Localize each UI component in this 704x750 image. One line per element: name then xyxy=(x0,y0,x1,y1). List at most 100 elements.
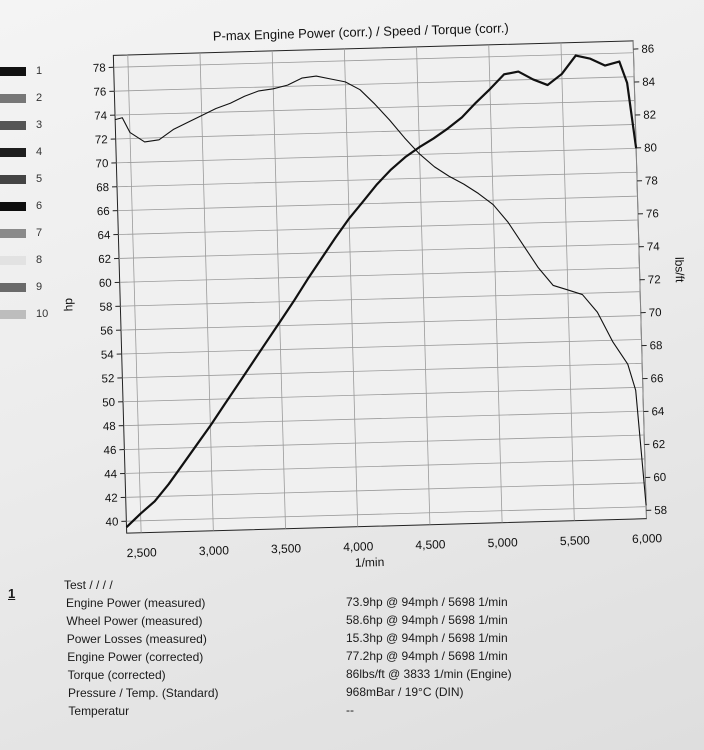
torque-series-line xyxy=(114,75,647,506)
y-tick-label-left: 72 xyxy=(95,134,108,146)
legend-swatch xyxy=(0,255,26,265)
y-gridline xyxy=(113,52,634,68)
result-value: 58.6hp @ 94mph / 5698 1/min xyxy=(346,613,508,627)
y-gridline xyxy=(114,76,635,92)
y-gridline xyxy=(122,362,643,379)
legend-item: 10 xyxy=(0,308,48,320)
y-gridline xyxy=(121,315,641,331)
y-tick-label-right: 62 xyxy=(652,439,665,451)
y-tick-label-right: 60 xyxy=(653,472,666,484)
y-gridline xyxy=(119,243,639,259)
results-table: 1 Test / / / / Engine Power (measured) 73… xyxy=(0,572,704,750)
legend-swatch xyxy=(0,93,26,103)
x-axis-label: 1/min xyxy=(355,555,385,570)
y-gridline xyxy=(120,291,641,307)
legend-item: 3 xyxy=(0,119,42,131)
x-gridline xyxy=(488,44,503,523)
y-axis-label-left: hp xyxy=(61,298,75,312)
y-tick-label-right: 68 xyxy=(650,340,663,352)
y-tick-label-left: 42 xyxy=(105,493,118,505)
result-label: Wheel Power (measured) xyxy=(66,614,203,628)
y-gridline xyxy=(117,195,638,212)
x-tick-label: 2,500 xyxy=(126,545,157,560)
legend-number: 9 xyxy=(36,281,43,293)
y-gridline xyxy=(116,147,637,164)
y-tick-label-right: 78 xyxy=(645,175,658,187)
legend-number: 7 xyxy=(36,227,43,239)
legend-swatch xyxy=(0,174,26,184)
y-gridline xyxy=(118,219,639,235)
axis-ticks: 2,500 3,000 3,500 4,000 4,500 5,000 5,500 6,000… xyxy=(93,43,667,560)
x-gridline xyxy=(416,46,431,525)
y-tick-label-left: 78 xyxy=(93,63,106,75)
chart: P-max Engine Power (corr.) / Speed / Tor… xyxy=(61,20,687,570)
x-gridline xyxy=(199,52,214,531)
y-tick-label-left: 56 xyxy=(100,325,113,337)
y-tick-label-right: 82 xyxy=(643,109,656,121)
y-tick-label-right: 86 xyxy=(641,43,654,55)
legend-number: 2 xyxy=(36,92,43,104)
x-gridline xyxy=(271,50,286,529)
legend-number: 1 xyxy=(36,65,43,77)
y-tick-label-right: 72 xyxy=(648,274,661,286)
x-gridline xyxy=(343,48,359,527)
y-tick-label-left: 64 xyxy=(97,230,111,242)
x-tick-label: 3,500 xyxy=(271,541,302,556)
y-tick-label-right: 80 xyxy=(644,142,657,154)
legend-swatch xyxy=(0,282,26,292)
y-axis-label-right: lbs/ft xyxy=(672,257,687,283)
y-tick-label-left: 48 xyxy=(103,421,116,433)
y-tick-label-left: 40 xyxy=(105,516,118,528)
series-group xyxy=(114,54,647,528)
result-label: Power Losses (measured) xyxy=(66,632,207,646)
x-tick-label: 6,000 xyxy=(632,531,663,546)
legend-item: 4 xyxy=(0,146,42,158)
legend-item: 6 xyxy=(0,200,42,212)
result-label: Temperatur xyxy=(68,704,130,718)
y-tick-label-right: 74 xyxy=(647,241,661,253)
legend-number: 3 xyxy=(36,119,43,131)
legend-swatch xyxy=(0,309,26,319)
y-tick-label-left: 62 xyxy=(98,254,111,266)
y-gridline xyxy=(125,458,645,474)
plot-area xyxy=(112,40,648,534)
result-label: Engine Power (corrected) xyxy=(67,650,204,664)
y-tick-label-left: 54 xyxy=(101,349,115,361)
y-gridline xyxy=(124,434,645,450)
y-tick-label-right: 58 xyxy=(654,505,667,517)
legend-swatch xyxy=(0,228,26,238)
result-value: 15.3hp @ 94mph / 5698 1/min xyxy=(346,631,508,645)
y-tick-label-left: 60 xyxy=(99,278,112,290)
power-series-line xyxy=(125,54,638,528)
legend-swatch xyxy=(0,147,26,157)
legend-number: 4 xyxy=(36,146,43,158)
x-tick-label: 4,000 xyxy=(343,539,374,554)
y-tick-label-left: 70 xyxy=(95,158,108,170)
legend-item: 9 xyxy=(0,281,42,293)
legend-item: 1 xyxy=(0,65,42,77)
test-label: Test / / / / xyxy=(64,578,113,592)
result-value: 73.9hp @ 94mph / 5698 1/min xyxy=(346,595,508,609)
y-gridline xyxy=(121,339,642,355)
y-gridline xyxy=(117,171,637,188)
x-gridline xyxy=(560,42,575,521)
y-gridline xyxy=(125,482,646,498)
x-tick-label: 4,500 xyxy=(415,537,446,552)
legend-item: 5 xyxy=(0,173,42,185)
legend-swatch xyxy=(0,66,26,76)
y-gridline xyxy=(123,386,643,403)
result-value: 968mBar / 19°C (DIN) xyxy=(346,685,464,699)
x-tick-label: 5,000 xyxy=(487,535,518,550)
legend-swatch xyxy=(0,120,26,130)
test-number: 1 xyxy=(8,586,16,601)
y-gridline xyxy=(119,267,640,283)
legend-swatch xyxy=(0,201,26,211)
y-tick-label-left: 58 xyxy=(99,301,112,313)
legend-item: 2 xyxy=(0,92,42,104)
y-tick-label-left: 68 xyxy=(96,182,109,194)
legend-number: 5 xyxy=(36,173,43,185)
y-tick-label-right: 84 xyxy=(642,76,656,88)
result-value: 77.2hp @ 94mph / 5698 1/min xyxy=(346,649,508,663)
y-tick-label-left: 46 xyxy=(103,445,116,457)
chart-title: P-max Engine Power (corr.) / Speed / Tor… xyxy=(213,20,509,43)
